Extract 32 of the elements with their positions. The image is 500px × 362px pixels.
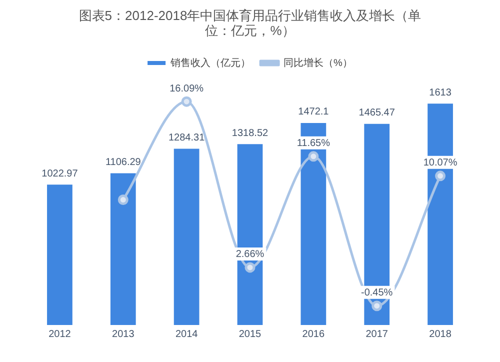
x-tick-label: 2018 [429, 328, 452, 340]
data-label: 1106.29 [105, 156, 142, 168]
x-tick-label: 2014 [175, 328, 198, 340]
point [435, 170, 446, 182]
x-tick-label: 2015 [238, 328, 262, 340]
data-label: 11.65% [296, 138, 330, 150]
bar [110, 173, 136, 325]
data-label: 1613 [429, 87, 452, 98]
data-label: 1472.1 [298, 106, 330, 118]
point [244, 262, 256, 273]
data-label: 1022.97 [42, 168, 78, 180]
bar [47, 184, 72, 325]
bar [237, 144, 263, 325]
x-tick-label: 2017 [366, 328, 388, 340]
x-tick-label: 2016 [302, 328, 325, 340]
point [372, 300, 382, 312]
point [308, 151, 319, 162]
point [118, 194, 128, 206]
data-label: 16.09% [170, 83, 204, 94]
data-label: 10.07% [423, 158, 458, 169]
x-tick-label: 2012 [48, 328, 72, 340]
x-tick-label: 2013 [112, 328, 135, 340]
chart-title: 图表5：2012-2018年中国体育用品行业销售收入及增长（单位：亿元，%） [78, 8, 422, 38]
data-label: 1284.31 [168, 132, 206, 144]
data-label: 1318.52 [232, 128, 269, 139]
data-label: -0.45% [361, 288, 393, 299]
bar [174, 148, 200, 325]
data-label: 2.66% [236, 249, 264, 260]
point [181, 96, 192, 107]
legend-label: 同比增长（%） [284, 56, 352, 69]
data-label: 1465.47 [358, 108, 396, 119]
legend-label: 销售收入（亿元） [170, 56, 251, 69]
